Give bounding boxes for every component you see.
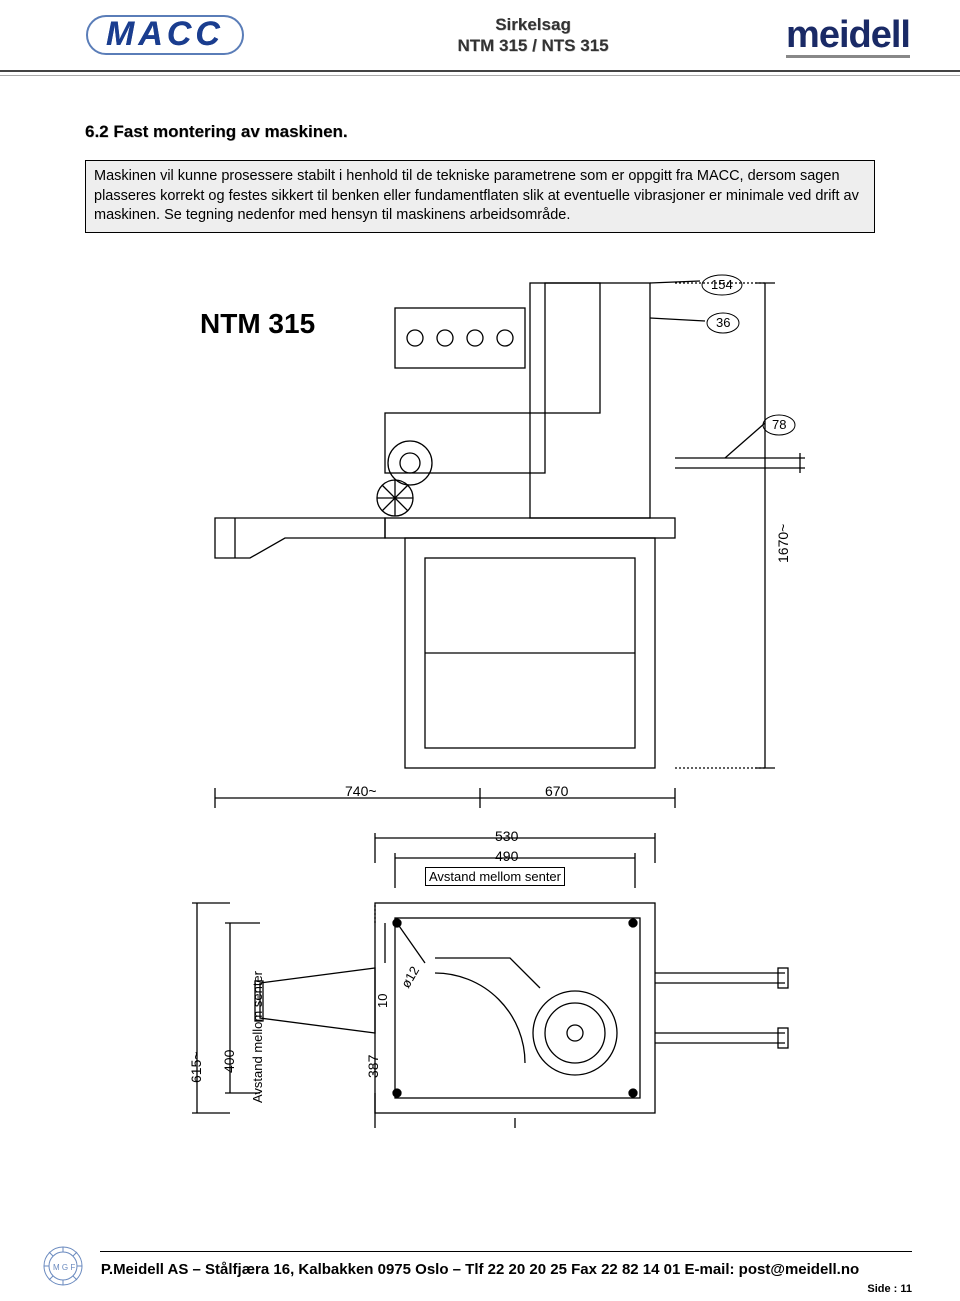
section-heading: 6.2 Fast montering av maskinen.: [85, 122, 875, 142]
footer-company-text: P.Meidell AS – Stålfjæra 16, Kalbakken 0…: [0, 1261, 960, 1278]
info-box: Maskinen vil kunne prosessere stabilt i …: [85, 160, 875, 233]
content-area: 6.2 Fast montering av maskinen. Maskinen…: [0, 72, 960, 1133]
header-rule-secondary: [0, 75, 960, 76]
footer-rule: [100, 1251, 912, 1252]
meidell-logo: meidell: [786, 16, 910, 54]
technical-diagram: NTM 315 154 36 78 740~ 670 1670~ 530 490…: [85, 263, 875, 1133]
doc-title-line1: Sirkelsag: [280, 14, 786, 35]
page-number: Side : 11: [867, 1283, 912, 1295]
macc-logo: MACC: [86, 15, 244, 55]
page-footer: M G F P.Meidell AS – Stålfjæra 16, Kalba…: [0, 1251, 960, 1301]
header-center: Sirkelsag NTM 315 / NTS 315: [280, 14, 786, 57]
logo-left-container: MACC: [50, 13, 280, 57]
diagram-svg: [85, 263, 875, 1133]
doc-title-line2: NTM 315 / NTS 315: [280, 35, 786, 56]
page-header: MACC Sirkelsag NTM 315 / NTS 315 meidell: [0, 0, 960, 72]
